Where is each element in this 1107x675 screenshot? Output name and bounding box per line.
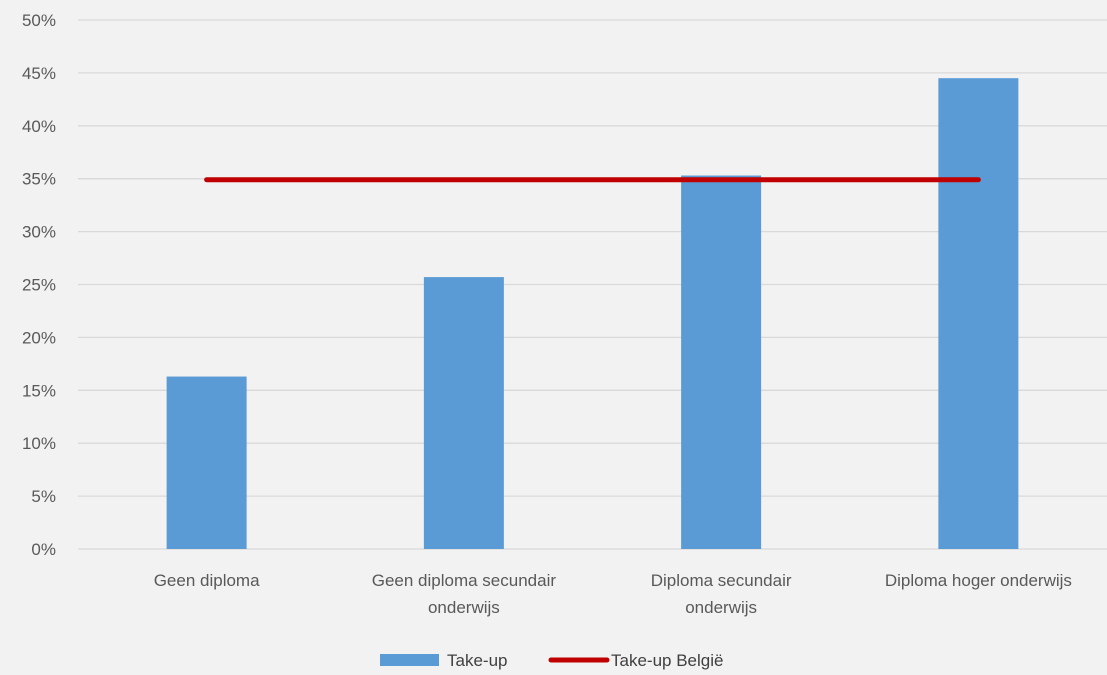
y-axis-ticks: 0% 5% 10% 15% 20% 25% 30% 35% 40% 45% 50% [22,11,56,559]
y-tick-label: 15% [22,381,56,400]
legend-label-take-up: Take-up [447,651,507,670]
y-tick-label: 0% [31,540,56,559]
legend-label-take-up-belgie: Take-up België [611,651,723,670]
x-category-label: onderwijs [428,598,500,617]
y-tick-label: 25% [22,276,56,295]
y-tick-label: 10% [22,434,56,453]
gridlines [78,19,1107,550]
x-category-label: Geen diploma [154,571,260,590]
y-tick-label: 45% [22,64,56,83]
y-tick-label: 40% [22,117,56,136]
x-category-label: Diploma secundair [651,571,792,590]
y-tick-label: 20% [22,328,56,347]
y-tick-label: 50% [22,11,56,30]
y-tick-label: 35% [22,170,56,189]
legend-swatch-take-up [380,654,439,666]
x-axis-labels: Geen diploma Geen diploma secundair onderw… [154,571,1072,617]
x-category-label: Diploma hoger onderwijs [885,571,1072,590]
y-tick-label: 5% [31,487,56,506]
bar [423,277,504,549]
bar [166,376,247,549]
x-category-label: Geen diploma secundair [372,571,557,590]
bar [681,175,762,549]
bar [938,78,1019,549]
x-category-label: onderwijs [685,598,757,617]
y-tick-label: 30% [22,223,56,242]
legend: Take-up Take-up België [380,651,723,670]
bars [166,78,1019,549]
